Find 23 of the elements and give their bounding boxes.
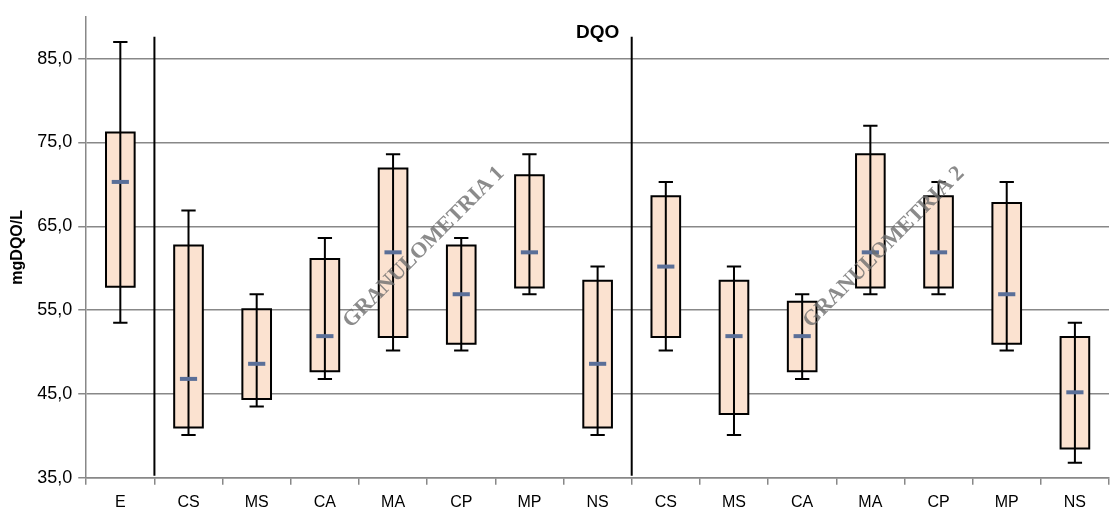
x-tick-label: MP xyxy=(517,492,542,510)
x-tick-label: CS xyxy=(654,492,677,510)
chart-title: DQO xyxy=(575,21,620,43)
x-tick-label: MP xyxy=(994,492,1019,510)
x-tick-label: CP xyxy=(927,492,950,510)
y-tick-label: 45,0 xyxy=(37,382,73,403)
y-axis-title: mgDQO/L xyxy=(8,209,26,285)
y-tick-label: 85,0 xyxy=(37,47,73,68)
y-tick-label: 35,0 xyxy=(37,466,73,487)
x-tick-label: MS xyxy=(244,492,269,510)
x-tick-label: CA xyxy=(313,492,337,510)
y-tick-label: 65,0 xyxy=(37,215,73,236)
x-tick-label: MA xyxy=(381,492,406,510)
x-tick-label: MS xyxy=(721,492,746,510)
x-tick-label: MA xyxy=(858,492,883,510)
x-tick-label: CP xyxy=(450,492,473,510)
x-tick-label: CA xyxy=(791,492,814,510)
x-tick-label: CS xyxy=(177,492,200,510)
y-tick-label: 55,0 xyxy=(37,299,73,320)
x-tick-label: NS xyxy=(586,492,609,510)
x-tick-label: E xyxy=(114,492,126,510)
x-tick-label: NS xyxy=(1063,492,1087,510)
y-tick-label: 75,0 xyxy=(37,131,73,152)
